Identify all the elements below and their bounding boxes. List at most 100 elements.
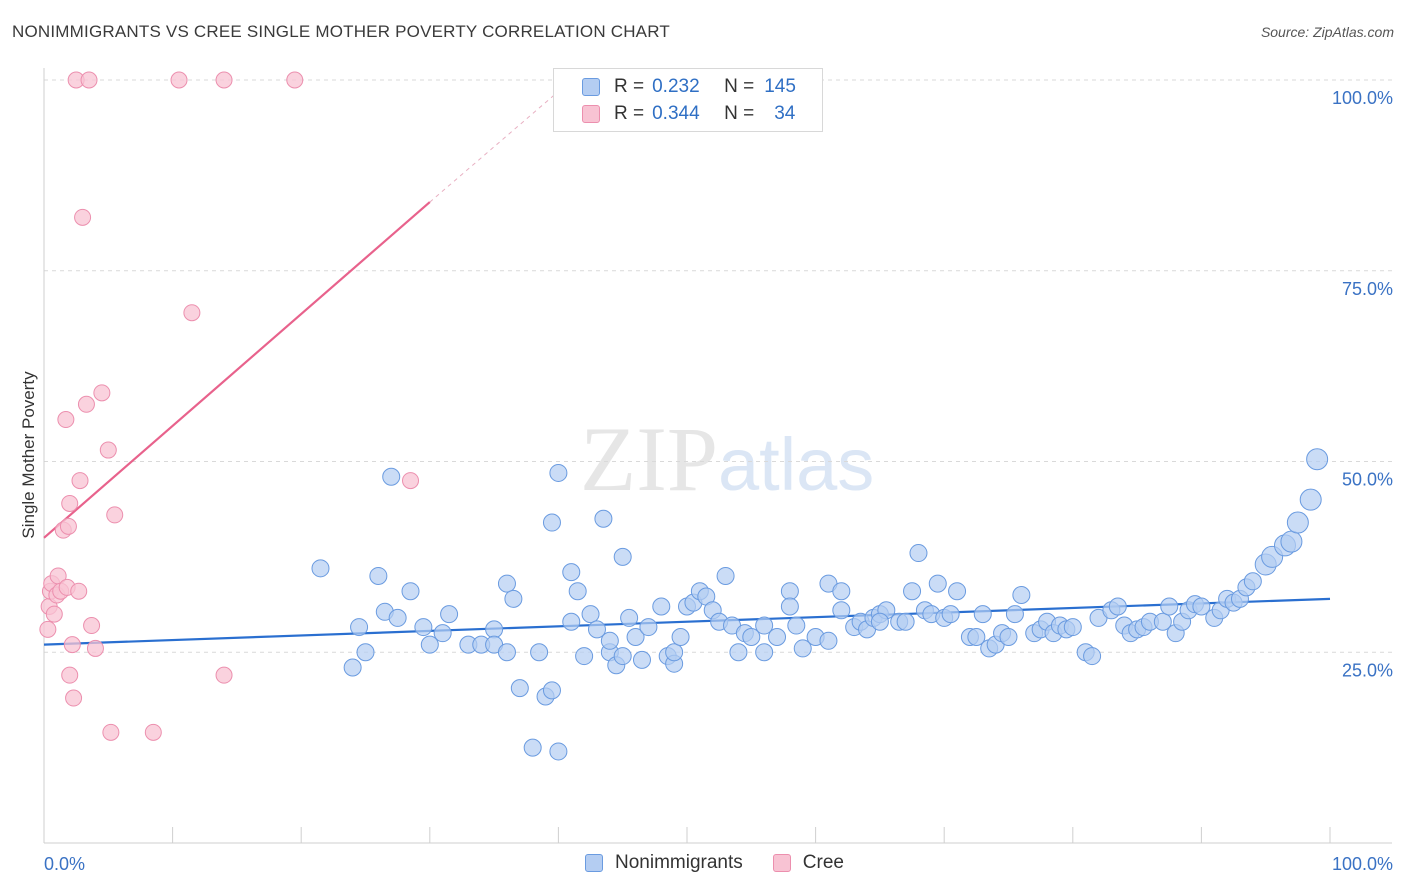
nonimmigrants-point <box>671 627 690 646</box>
legend-item-cree[interactable]: Cree <box>772 852 844 874</box>
legend-item-nonimmigrants[interactable]: Nonimmigrants <box>585 852 743 874</box>
cree-point <box>65 689 83 707</box>
cree-point <box>57 411 75 429</box>
x-tick-label: 0.0% <box>44 854 85 874</box>
nonimmigrants-point <box>716 566 735 585</box>
nonimmigrants-point <box>1012 586 1031 605</box>
cree-point <box>144 723 162 741</box>
source-label: Source: ZipAtlas.com <box>1260 24 1394 40</box>
legend-r-value-cree: 0.344 <box>652 103 700 124</box>
watermark-zip: ZIP <box>580 408 718 510</box>
nonimmigrants-point <box>530 643 549 662</box>
legend-n-value-nonimmigrants: 145 <box>764 76 796 97</box>
legend-n-label: N = <box>724 76 755 97</box>
cree-point <box>183 304 201 322</box>
nonimmigrants-point <box>497 643 516 662</box>
nonimmigrants-point <box>729 643 748 662</box>
nonimmigrants-point <box>549 742 568 761</box>
series-legend: Nonimmigrants Cree <box>585 852 874 874</box>
nonimmigrants-point <box>497 574 516 593</box>
cree-point <box>86 639 104 657</box>
nonimmigrants-point <box>665 643 684 662</box>
watermark-atlas: atlas <box>718 423 874 506</box>
cree-point <box>70 582 88 600</box>
cree-point <box>102 723 120 741</box>
chart-title: NONIMMIGRANTS VS CREE SINGLE MOTHER POVE… <box>12 22 670 41</box>
nonimmigrants-point <box>928 574 947 593</box>
nonimmigrants-point <box>485 620 504 639</box>
legend-label-nonimmigrants: Nonimmigrants <box>615 852 743 873</box>
nonimmigrants-point <box>632 650 651 669</box>
nonimmigrants-point <box>1280 530 1303 553</box>
nonimmigrants-point <box>1083 647 1102 666</box>
nonimmigrants-point <box>581 605 600 624</box>
nonimmigrants-point <box>896 612 915 631</box>
nonimmigrants-point <box>575 647 594 666</box>
nonimmigrants-point <box>401 582 420 601</box>
cree-point <box>45 605 63 623</box>
nonimmigrants-point <box>768 627 787 646</box>
nonimmigrants-point <box>755 643 774 662</box>
nonimmigrants-point <box>787 616 806 635</box>
nonimmigrants-point <box>903 582 922 601</box>
nonimmigrants-point <box>562 612 581 631</box>
nonimmigrants-point <box>967 627 986 646</box>
nonimmigrants-point <box>1153 612 1172 631</box>
nonimmigrants-point <box>420 635 439 654</box>
nonimmigrants-point <box>652 597 671 616</box>
cree-point <box>39 620 57 638</box>
nonimmigrants-point <box>510 679 529 698</box>
nonimmigrants-point <box>542 513 561 532</box>
cree-point <box>61 494 79 512</box>
nonimmigrants-point <box>523 738 542 757</box>
cree-point <box>61 666 79 684</box>
cree-point <box>74 208 92 226</box>
nonimmigrants-point <box>600 631 619 650</box>
watermark: ZIP atlas <box>580 408 874 510</box>
legend-swatch-cree <box>582 105 600 123</box>
nonimmigrants-point <box>311 559 330 578</box>
nonimmigrants-point <box>1108 597 1127 616</box>
nonimmigrants-point <box>639 618 658 637</box>
nonimmigrants-point <box>626 627 645 646</box>
cree-point <box>99 441 117 459</box>
nonimmigrants-point <box>343 658 362 677</box>
nonimmigrants-point <box>780 597 799 616</box>
cree-point <box>83 617 101 635</box>
nonimmigrants-point <box>388 608 407 627</box>
nonimmigrants-point <box>742 627 761 646</box>
legend-row-cree: R = 0.344 N = 34 <box>582 102 795 126</box>
trend-line-cree <box>43 201 431 539</box>
y-tick-label: 75.0% <box>1342 279 1393 299</box>
y-tick-label: 25.0% <box>1342 660 1393 680</box>
nonimmigrants-point <box>587 620 606 639</box>
nonimmigrants-point <box>941 605 960 624</box>
cree-point <box>80 71 98 89</box>
nonimmigrants-point <box>870 612 889 631</box>
nonimmigrants-point <box>414 618 433 637</box>
nonimmigrants-point <box>1160 597 1179 616</box>
legend-n-value-cree: 34 <box>774 103 796 124</box>
legend-r-label: R = <box>614 76 645 97</box>
nonimmigrants-point <box>793 639 812 658</box>
legend-swatch-nonimmigrants <box>585 854 603 872</box>
nonimmigrants-point <box>542 681 561 700</box>
nonimmigrants-point <box>440 605 459 624</box>
cree-point <box>170 71 188 89</box>
y-axis-label: Single Mother Poverty <box>19 371 38 539</box>
legend-swatch-nonimmigrants <box>582 78 600 96</box>
cree-point <box>71 472 89 490</box>
nonimmigrants-point <box>356 643 375 662</box>
nonimmigrants-point <box>549 463 568 482</box>
nonimmigrants-point <box>999 627 1018 646</box>
cree-point <box>106 506 124 524</box>
nonimmigrants-point <box>613 647 632 666</box>
cree-point <box>59 517 77 535</box>
cree-point <box>93 384 111 402</box>
nonimmigrants-point <box>1063 618 1082 637</box>
nonimmigrants-point <box>1299 488 1322 511</box>
nonimmigrants-point <box>350 618 369 637</box>
nonimmigrants-point <box>382 467 401 486</box>
nonimmigrants-point <box>1286 511 1309 534</box>
